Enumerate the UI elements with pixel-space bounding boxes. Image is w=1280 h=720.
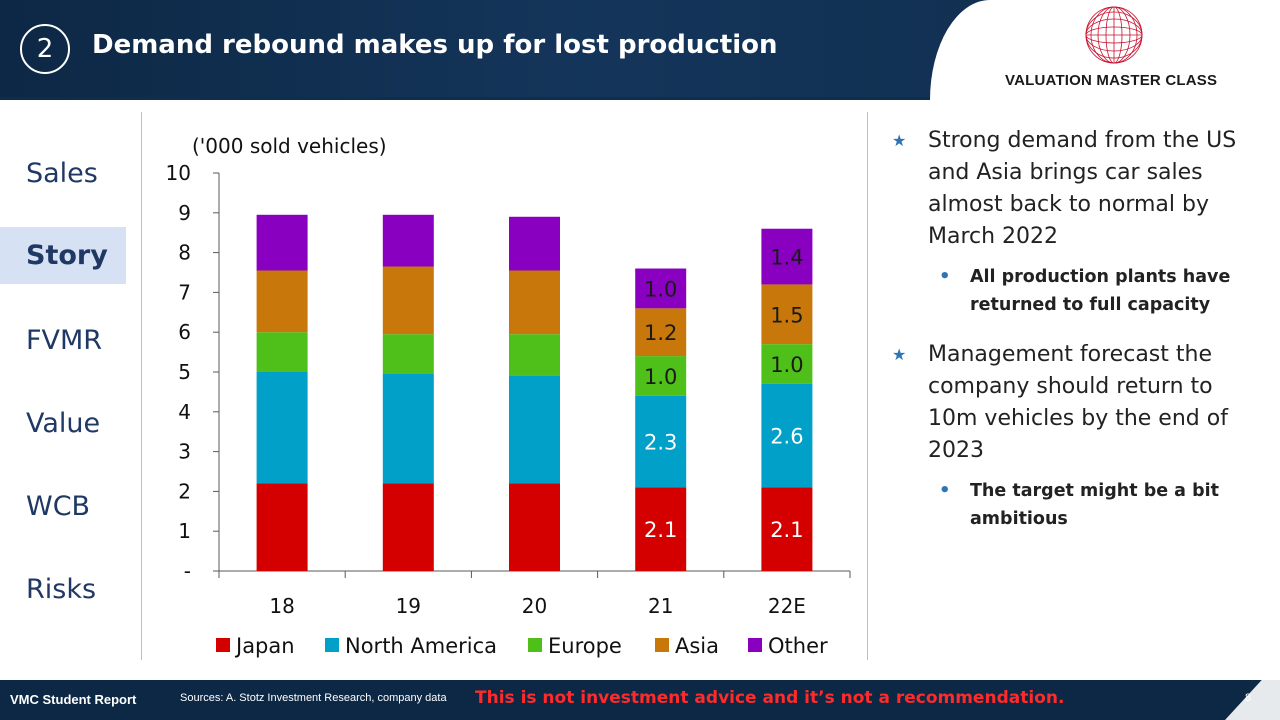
bar-segment-asia (509, 270, 560, 335)
sub-bullet-2: • The target might be a bit ambitious (892, 477, 1262, 533)
section-number-badge: 2 (20, 24, 70, 74)
footer-bar (0, 680, 1280, 720)
bar-segment-north-america (382, 373, 434, 484)
y-tick-label: 5 (178, 360, 191, 384)
footer-corner-decoration (1225, 660, 1280, 720)
data-label: 1.0 (644, 365, 677, 389)
data-label: 2.1 (770, 518, 803, 542)
y-tick-label: 10 (166, 161, 191, 185)
nav-item-story[interactable]: Story (0, 227, 126, 284)
x-tick-label: 19 (396, 594, 421, 618)
y-tick-label: 9 (178, 201, 191, 225)
legend-swatch-europe (528, 638, 542, 652)
dot-bullet-icon: • (939, 266, 951, 287)
legend-label: Japan (234, 634, 295, 658)
y-tick-label: 3 (178, 440, 191, 464)
legend-swatch-north-america (325, 638, 339, 652)
bullet-2-text: Management forecast the company should r… (928, 342, 1228, 463)
page-title: Demand rebound makes up for lost product… (92, 30, 778, 60)
y-tick-label: 4 (178, 400, 191, 424)
nav-item-value[interactable]: Value (26, 408, 101, 439)
y-tick-label: 1 (178, 519, 191, 543)
report-label: VMC Student Report (10, 692, 137, 707)
bar-segment-north-america (761, 383, 813, 488)
legend-swatch-japan (216, 638, 230, 652)
commentary: ★ Strong demand from the US and Asia bri… (892, 125, 1262, 553)
bullet-1-text: Strong demand from the US and Asia bring… (928, 128, 1237, 249)
y-tick-label: 8 (178, 241, 191, 265)
legend-label: North America (345, 634, 497, 658)
page-number: 8 (1245, 692, 1252, 704)
bullet-2: ★ Management forecast the company should… (892, 339, 1262, 467)
disclaimer: This is not investment advice and it’s n… (475, 688, 1065, 708)
data-label: 1.4 (770, 246, 803, 270)
data-label: 2.1 (644, 518, 677, 542)
bar-segment-japan (382, 483, 434, 571)
bar-segment-asia (382, 266, 434, 335)
bar-segment-north-america (635, 395, 687, 488)
data-label: 1.2 (644, 321, 677, 345)
bullet-1: ★ Strong demand from the US and Asia bri… (892, 125, 1262, 253)
x-tick-label: 18 (269, 594, 294, 618)
legend-label: Asia (675, 634, 719, 658)
bar-segment-japan (256, 483, 308, 571)
sub-bullet-1: • All production plants have returned to… (892, 263, 1262, 319)
nav-item-sales[interactable]: Sales (26, 158, 98, 189)
bar-segment-japan (761, 487, 813, 571)
bar-segment-asia (761, 284, 813, 345)
sub-bullet-1-text: All production plants have returned to f… (970, 267, 1231, 315)
bar-segment-europe (635, 356, 687, 396)
y-tick-label: - (184, 559, 191, 583)
x-tick-label: 20 (522, 594, 547, 618)
sources-note: Sources: A. Stotz Investment Research, c… (180, 692, 447, 704)
bar-segment-europe (761, 344, 813, 384)
bar-segment-other (509, 216, 560, 271)
legend-label: Europe (548, 634, 622, 658)
x-tick-label: 21 (648, 594, 673, 618)
header-divider (0, 97, 1280, 100)
nav-item-wcb[interactable]: WCB (26, 491, 91, 522)
bar-segment-asia (256, 270, 308, 333)
x-tick-label: 22E (768, 594, 806, 618)
stacked-bar-chart: ('000 sold vehicles) - 1 2 3 4 5 6 7 8 9 10 18 19 20 21… (166, 134, 851, 658)
data-label: 1.0 (644, 277, 677, 301)
data-label: 2.3 (644, 431, 677, 455)
bar-segment-north-america (256, 372, 308, 484)
bar-segment-north-america (509, 375, 560, 484)
data-label: 1.0 (770, 353, 803, 377)
bar-segment-europe (382, 334, 434, 374)
sub-bullet-2-text: The target might be a bit ambitious (970, 481, 1219, 529)
bar-segment-europe (509, 334, 560, 376)
legend-swatch-other (748, 638, 762, 652)
bar-segment-asia (635, 308, 687, 357)
y-tick-label: 2 (178, 479, 191, 503)
y-tick-label: 6 (178, 320, 191, 344)
bar-segment-other (635, 268, 687, 309)
star-bullet-icon: ★ (892, 131, 907, 150)
nav-item-fvmr[interactable]: FVMR (26, 325, 103, 356)
bar-segment-japan (509, 483, 560, 571)
y-tick-label: 7 (178, 280, 191, 304)
nav-divider (141, 112, 142, 660)
legend-swatch-asia (655, 638, 669, 652)
logo-text: VALUATION MASTER CLASS (1005, 72, 1218, 89)
bar-segment-other (382, 214, 434, 267)
chart-divider (867, 112, 868, 660)
bar-segment-europe (256, 332, 308, 372)
nav-item-risks[interactable]: Risks (26, 574, 97, 605)
data-label: 2.6 (770, 425, 803, 449)
legend-label: Other (768, 634, 828, 658)
star-bullet-icon: ★ (892, 345, 907, 364)
bar-segment-japan (635, 487, 687, 571)
dot-bullet-icon: • (939, 480, 951, 501)
bar-segment-other (761, 228, 813, 285)
globe-logo-icon (1085, 6, 1143, 64)
unit-label: ('000 sold vehicles) (192, 134, 387, 158)
bar-segment-other (256, 214, 308, 271)
data-label: 1.5 (770, 303, 803, 327)
